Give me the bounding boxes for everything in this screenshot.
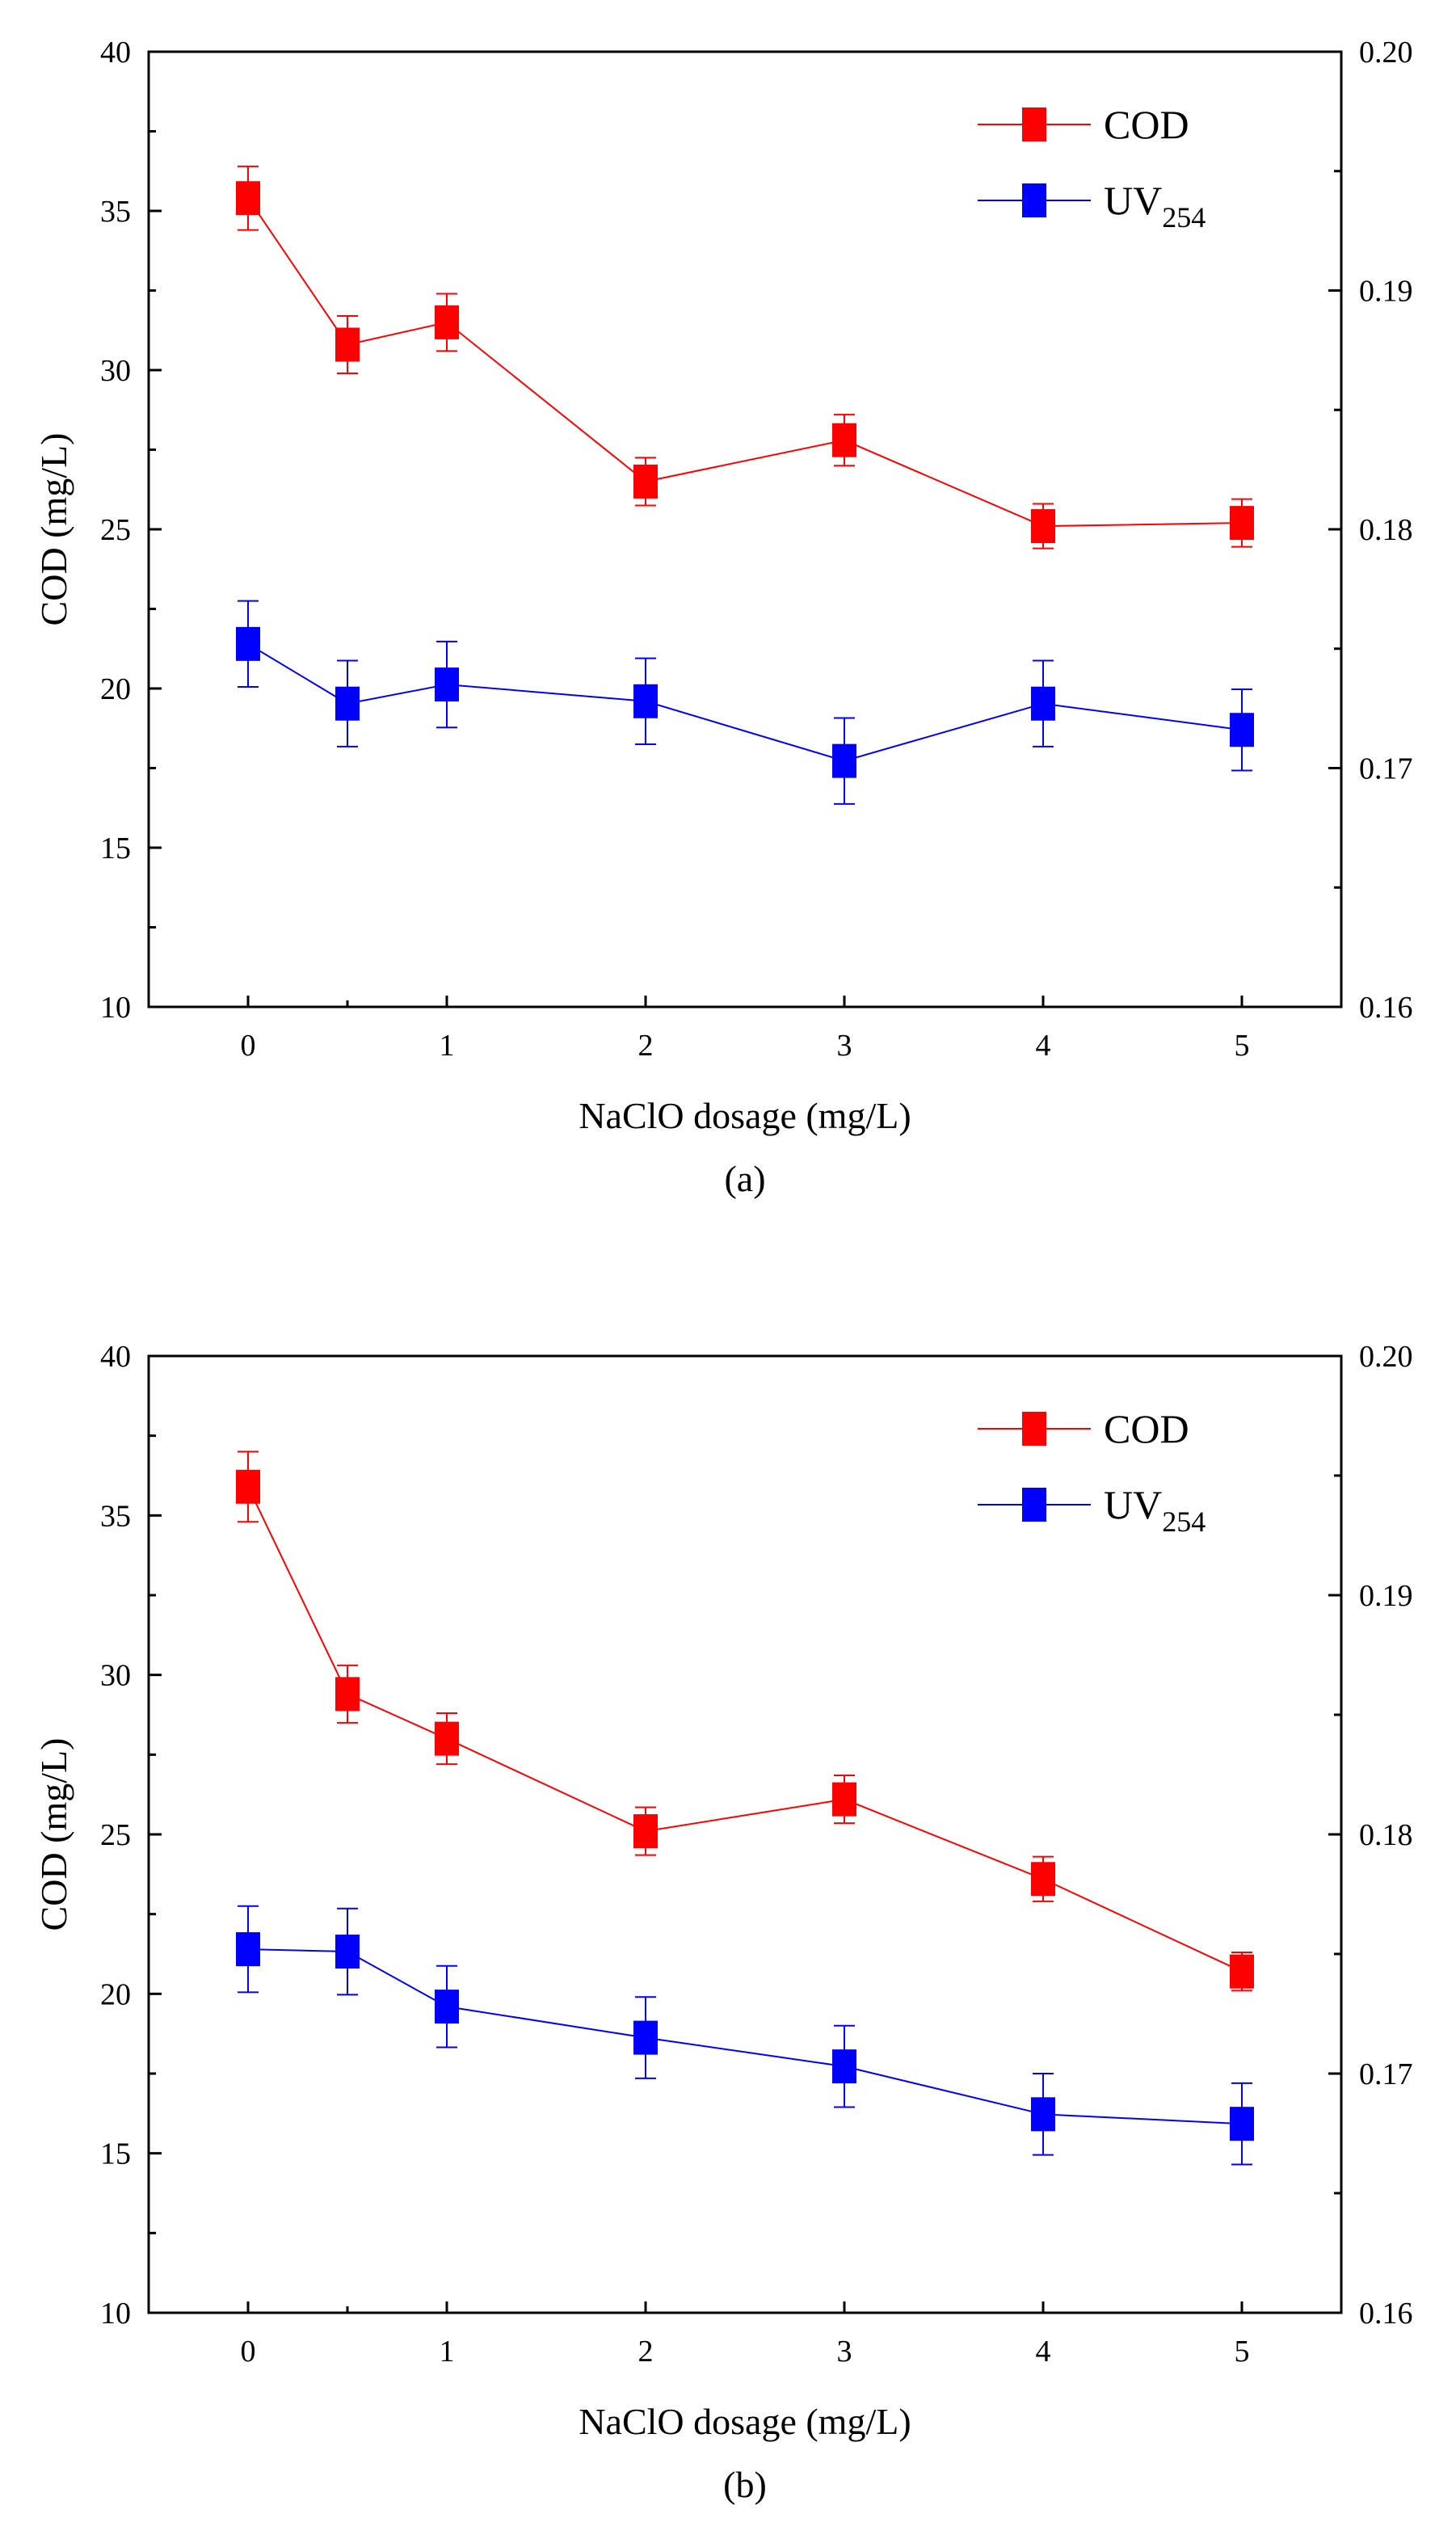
y-tick-label: 10	[100, 991, 131, 1025]
x-tick-label: 1	[440, 1029, 455, 1063]
data-point	[435, 1721, 459, 1756]
y-axis-title: COD (mg/L)	[33, 1738, 74, 1931]
data-point	[633, 1814, 658, 1849]
series-line	[247, 1948, 1243, 2125]
plot-frame	[147, 50, 1343, 1009]
y2-tick-label: 0.16	[1359, 2297, 1413, 2331]
legend-label: UV254	[1104, 178, 1206, 234]
data-point	[435, 667, 459, 702]
data-point	[1031, 2097, 1055, 2132]
y-tick-label: 30	[100, 354, 131, 388]
series-uv254	[236, 600, 1254, 805]
data-point	[1230, 506, 1254, 541]
data-point	[633, 684, 658, 718]
data-point	[236, 626, 260, 661]
data-point	[335, 327, 360, 362]
chart-panel-a: 10 15 20 25 30 35 40 0.16 0.17 0.18 0.19 0.20 0 1 2 3 4 5…	[33, 36, 1413, 1199]
y2-tick-label: 0.17	[1359, 2057, 1413, 2091]
legend-marker	[1022, 1412, 1046, 1446]
series-cod	[236, 165, 1254, 550]
y-tick-label: 15	[100, 832, 131, 865]
legend-marker	[1022, 183, 1046, 217]
legend-label-main: UV	[1104, 1482, 1162, 1527]
plot-frame	[147, 1354, 1343, 2314]
y-tick-label: 20	[100, 672, 131, 706]
data-point	[236, 181, 260, 216]
data-point	[236, 1469, 260, 1504]
x-tick-label: 2	[638, 2335, 654, 2369]
data-point	[1230, 713, 1254, 747]
series-line	[247, 1486, 1243, 1973]
data-point	[832, 743, 856, 778]
x-tick-label: 2	[638, 1029, 654, 1063]
y2-tick-label: 0.18	[1359, 513, 1413, 547]
series-cod	[236, 1451, 1254, 1992]
legend-label-sub: 254	[1162, 1505, 1206, 1538]
x-tick-label: 4	[1036, 2335, 1051, 2369]
data-point	[1031, 686, 1055, 721]
series-uv254	[236, 1905, 1254, 2166]
data-point	[832, 1782, 856, 1817]
panel-label: (b)	[723, 2464, 767, 2505]
x-tick-label: 4	[1036, 1029, 1051, 1063]
y2-tick-label: 0.17	[1359, 752, 1413, 786]
legend-marker	[1022, 1488, 1046, 1522]
x-tick-label: 3	[837, 2335, 852, 2369]
y-tick-label: 40	[100, 36, 131, 69]
data-point	[1031, 509, 1055, 544]
data-point	[633, 464, 658, 499]
legend-label: COD	[1104, 1406, 1189, 1451]
y2-tick-label: 0.18	[1359, 1818, 1413, 1852]
legend-label: COD	[1104, 102, 1189, 147]
data-point	[435, 305, 459, 339]
legend-label: UV254	[1104, 1482, 1206, 1538]
data-point	[335, 1677, 360, 1712]
y-tick-label: 25	[100, 513, 131, 547]
y-tick-label: 30	[100, 1659, 131, 1693]
data-point	[1230, 2107, 1254, 2141]
data-point	[1031, 1862, 1055, 1897]
legend-item-cod: COD	[978, 1406, 1189, 1451]
data-point	[335, 1935, 360, 1969]
y-tick-label: 35	[100, 1499, 131, 1533]
y2-tick-label: 0.16	[1359, 991, 1413, 1025]
legend-item-cod: COD	[978, 102, 1189, 147]
data-point	[435, 1990, 459, 2024]
chart-panel-b: 10 15 20 25 30 35 40 0.16 0.17 0.18 0.19 0.20 0 1 2 3 4 5…	[33, 1340, 1413, 2505]
y-tick-label: 25	[100, 1818, 131, 1852]
series-line	[247, 197, 1243, 528]
legend-label-sub: 254	[1162, 201, 1206, 234]
x-axis-title: NaClO dosage (mg/L)	[579, 2401, 911, 2442]
y2-tick-label: 0.20	[1359, 36, 1413, 69]
x-tick-label: 1	[440, 2335, 455, 2369]
legend-item-uv254: UV254	[978, 1482, 1206, 1538]
y2-tick-label: 0.19	[1359, 275, 1413, 309]
y2-tick-label: 0.20	[1359, 1340, 1413, 1374]
legend-label-main: UV	[1104, 178, 1162, 223]
y-axis-title: COD (mg/L)	[33, 433, 74, 626]
panel-label: (a)	[724, 1158, 765, 1199]
x-tick-label: 5	[1235, 1029, 1250, 1063]
x-tick-label: 0	[241, 2335, 256, 2369]
y-tick-label: 10	[100, 2297, 131, 2331]
data-point	[335, 686, 360, 721]
data-point	[832, 2049, 856, 2084]
data-point	[832, 423, 856, 457]
y-tick-label: 20	[100, 1977, 131, 2011]
legend-marker	[1022, 107, 1046, 141]
y-tick-label: 35	[100, 195, 131, 229]
y-tick-label: 15	[100, 2137, 131, 2171]
data-point	[236, 1932, 260, 1967]
data-point	[633, 2020, 658, 2055]
y2-tick-label: 0.19	[1359, 1579, 1413, 1613]
y-tick-label: 40	[100, 1340, 131, 1374]
series-line	[247, 642, 1243, 762]
x-tick-label: 0	[241, 1029, 256, 1063]
x-tick-label: 3	[837, 1029, 852, 1063]
data-point	[1230, 1954, 1254, 1989]
x-tick-label: 5	[1235, 2335, 1250, 2369]
x-axis-title: NaClO dosage (mg/L)	[579, 1095, 911, 1136]
legend-item-uv254: UV254	[978, 178, 1206, 234]
